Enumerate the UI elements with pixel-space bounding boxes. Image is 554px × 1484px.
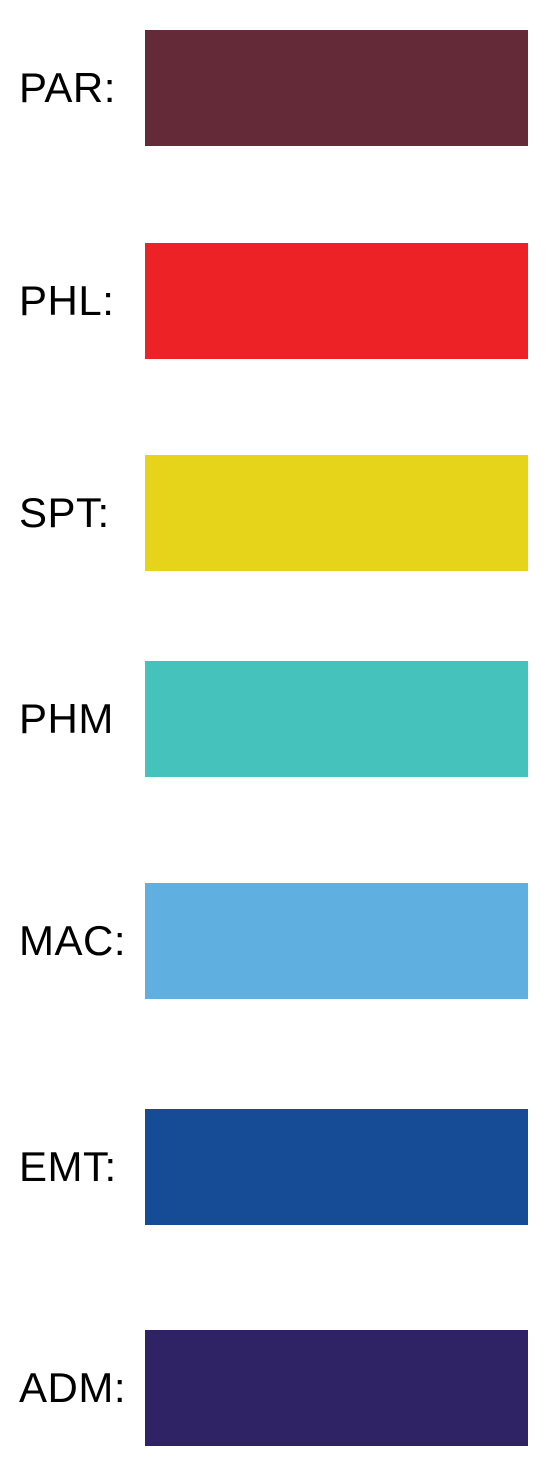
legend-label: PHM bbox=[19, 695, 114, 742]
color-swatch bbox=[145, 1109, 528, 1225]
color-swatch bbox=[145, 455, 528, 571]
legend-label: EMT: bbox=[19, 1143, 117, 1190]
legend-row-mac: MAC: bbox=[0, 883, 554, 999]
color-swatch bbox=[145, 883, 528, 999]
color-swatch bbox=[145, 661, 528, 777]
legend-row-phm: PHM bbox=[0, 661, 554, 777]
legend-row-emt: EMT: bbox=[0, 1109, 554, 1225]
color-swatch bbox=[145, 1330, 528, 1446]
legend-row-phl: PHL: bbox=[0, 243, 554, 359]
legend-row-par: PAR: bbox=[0, 30, 554, 146]
legend-label: PHL: bbox=[19, 277, 115, 324]
legend-label: MAC: bbox=[19, 917, 126, 964]
legend-label: PAR: bbox=[19, 64, 116, 111]
legend-row-adm: ADM: bbox=[0, 1330, 554, 1446]
legend-label: ADM: bbox=[19, 1364, 126, 1411]
legend-row-spt: SPT: bbox=[0, 455, 554, 571]
legend-label: SPT: bbox=[19, 489, 110, 536]
color-swatch bbox=[145, 30, 528, 146]
color-swatch bbox=[145, 243, 528, 359]
